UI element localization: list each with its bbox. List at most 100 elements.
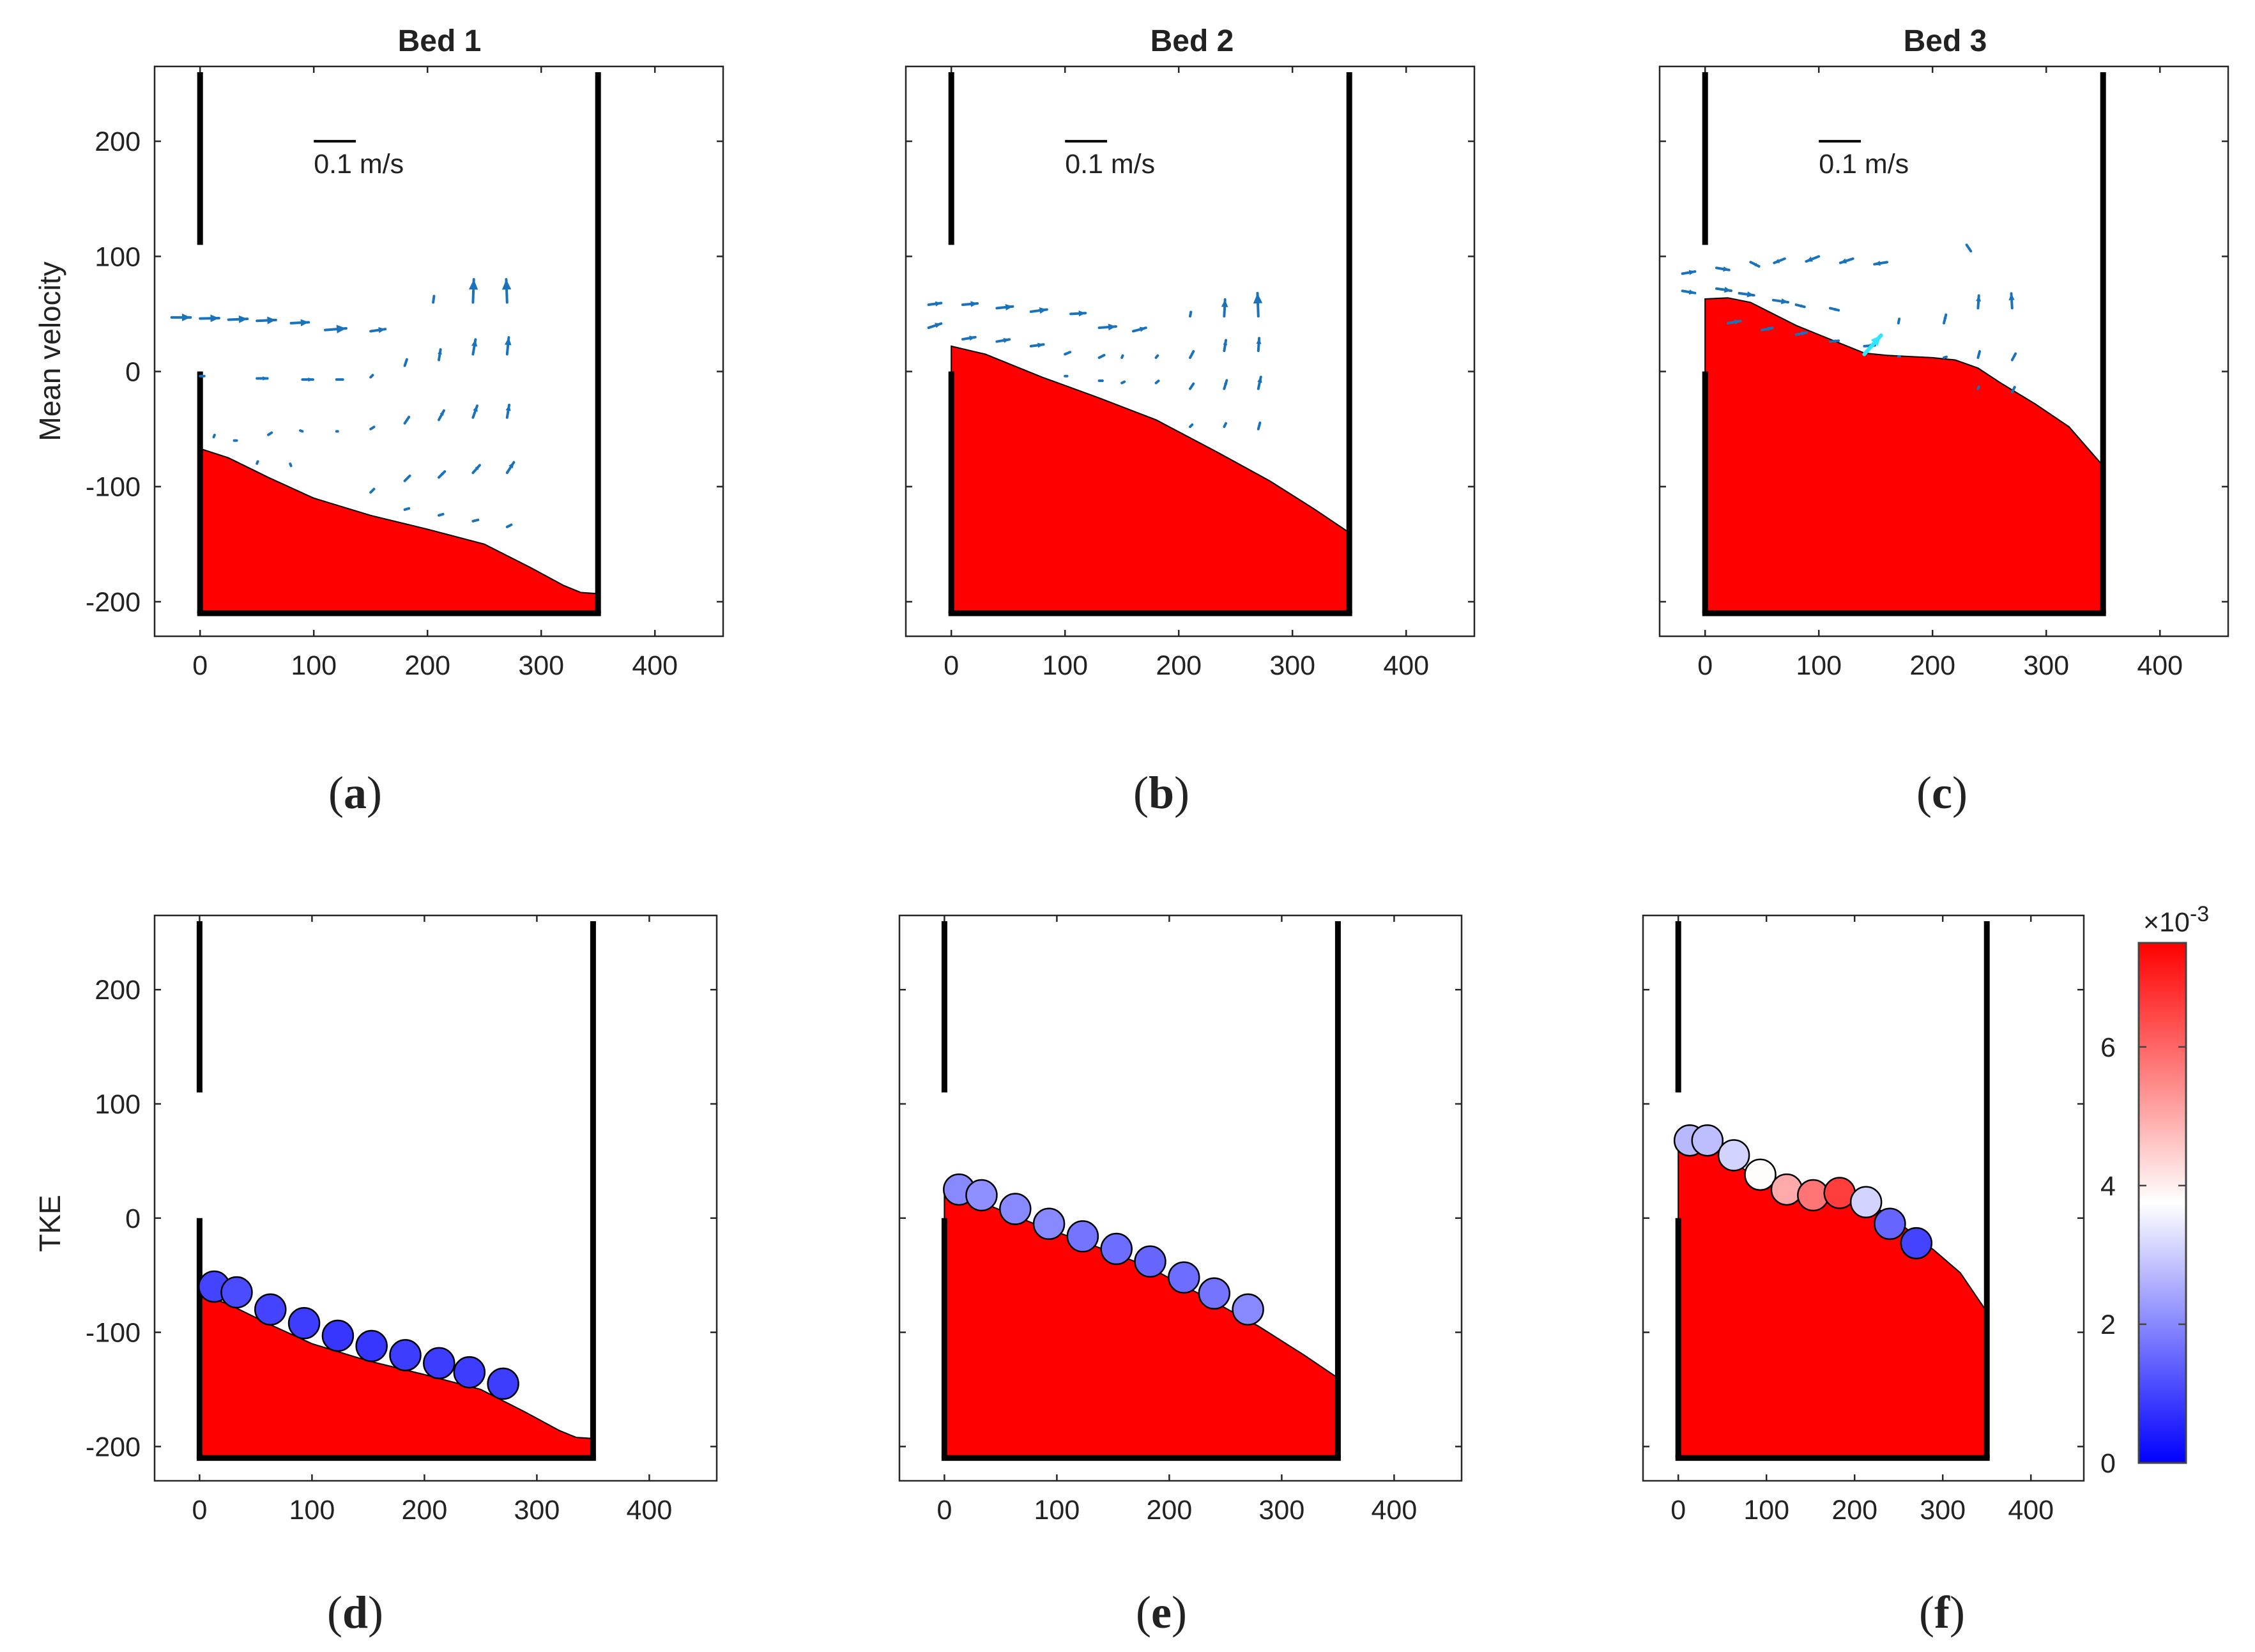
arrow-head — [1256, 338, 1262, 344]
arrow-head — [308, 377, 313, 382]
velocity-arrow — [1794, 303, 1806, 309]
arrow-head — [501, 279, 512, 290]
velocity-arrow — [995, 337, 1011, 343]
velocity-arrow — [2008, 292, 2015, 310]
velocity-arrow — [1189, 310, 1193, 318]
panel-f-caption-letter: f — [1934, 1587, 1950, 1638]
tke-point — [1168, 1261, 1200, 1294]
velocity-arrow — [1029, 342, 1045, 348]
arrow-head — [406, 508, 409, 510]
arrow-head — [1003, 337, 1010, 343]
x-tick-label: 0 — [1697, 650, 1713, 681]
highlight-arrow — [1862, 333, 1883, 356]
panel-a-caption: (a) — [328, 767, 382, 818]
velocity-arrow — [1154, 379, 1160, 385]
arrow-head — [475, 519, 478, 522]
velocity-arrow — [1943, 313, 1948, 325]
panel-d-plot: 0 100 200 300 400 -200 -100 0 100 200 — [86, 914, 718, 1526]
panel-a-title: Bed 1 — [398, 24, 482, 58]
panel-b-caption-letter: b — [1149, 767, 1174, 818]
panel-d-ylabel: TKE — [33, 1195, 66, 1251]
velocity-arrow — [267, 431, 273, 436]
velocity-arrow — [1257, 421, 1262, 431]
arrow-head — [1223, 380, 1228, 385]
velocity-arrow — [1097, 379, 1104, 382]
arrow-head — [1724, 286, 1732, 293]
y-tick-label: 200 — [95, 975, 141, 1006]
x-tick-label: 300 — [518, 650, 564, 681]
panel-c-plot: 0 100 200 300 400 0.1 m/s — [1658, 65, 2229, 681]
x-tick-label: 0 — [192, 1495, 207, 1526]
velocity-arrow — [1738, 291, 1755, 298]
panel-b-plot: 0 100 200 300 400 0.1 m/s — [905, 65, 1476, 681]
velocity-arrow — [438, 470, 447, 479]
y-tick-label: 0 — [125, 1204, 141, 1234]
x-tick-label: 100 — [1042, 650, 1088, 681]
tke-point — [220, 1276, 253, 1309]
arrow-head — [508, 462, 514, 469]
velocity-arrow — [1221, 298, 1228, 318]
velocity-arrow — [324, 325, 348, 333]
velocity-arrow — [1189, 382, 1195, 390]
x-tick-label: 400 — [2137, 650, 2183, 681]
panel-b-title: Bed 2 — [1150, 24, 1234, 58]
tke-point — [389, 1339, 422, 1372]
arrow-head — [468, 279, 478, 290]
velocity-arrow — [403, 474, 411, 482]
arrow-head — [1734, 319, 1741, 325]
x-tick-label: 100 — [1743, 1495, 1789, 1526]
velocity-arrow — [1253, 291, 1263, 318]
velocity-arrow — [438, 512, 445, 517]
arrow-head — [1754, 263, 1759, 266]
x-tick-label: 0 — [936, 1495, 952, 1526]
arrow-head — [406, 475, 410, 479]
y-tick-label: -200 — [86, 587, 141, 618]
arrow-head — [1139, 326, 1146, 332]
velocity-arrow — [256, 376, 269, 381]
arrow-head — [1101, 355, 1105, 358]
velocity-arrow — [212, 433, 216, 439]
velocity-arrow — [2010, 352, 2017, 362]
axes-frame — [905, 65, 1476, 638]
arrow-head — [935, 301, 942, 307]
arrow-head — [471, 339, 478, 347]
velocity-arrow — [369, 425, 376, 431]
tke-point — [321, 1319, 355, 1352]
arrow-head — [1943, 314, 1947, 319]
velocity-arrow — [468, 278, 478, 304]
arrow-head — [1976, 295, 1982, 302]
arrow-head — [1767, 326, 1773, 332]
velocity-arrow — [1715, 286, 1733, 293]
velocity-arrow — [1223, 422, 1228, 429]
arrow-head — [238, 315, 248, 323]
y-tick-label: 0 — [125, 357, 141, 388]
velocity-arrow — [471, 404, 478, 419]
x-tick-label: 200 — [1831, 1495, 1877, 1526]
arrow-head — [1223, 340, 1228, 346]
arrow-head — [1221, 299, 1228, 307]
velocity-arrow — [471, 338, 478, 356]
arrow-head — [1191, 424, 1193, 426]
colorbar-tick-label: 0 — [2100, 1448, 2116, 1479]
velocity-arrow — [1829, 339, 1840, 343]
velocity-arrow — [1189, 350, 1195, 359]
arrow-head — [441, 471, 445, 476]
velocity-arrow — [927, 322, 943, 330]
velocity-arrow — [961, 301, 979, 307]
velocity-arrow — [471, 518, 480, 523]
panel-c-caption-letter: c — [1932, 767, 1952, 818]
velocity-arrow — [1943, 355, 1948, 359]
arrow-head — [1190, 351, 1194, 355]
colorbar-exponent-power: -3 — [2190, 902, 2209, 926]
velocity-arrow — [1897, 317, 1901, 325]
colorbar-tick-label: 4 — [2100, 1171, 2116, 1202]
velocity-arrow — [199, 374, 206, 378]
velocity-arrow — [927, 301, 943, 307]
velocity-arrow — [403, 507, 411, 511]
velocity-arrow — [1773, 257, 1786, 264]
tke-point — [355, 1329, 388, 1363]
arrow-head — [1257, 377, 1262, 383]
arrow-head — [1122, 381, 1125, 383]
velocity-arrow — [1097, 353, 1106, 359]
